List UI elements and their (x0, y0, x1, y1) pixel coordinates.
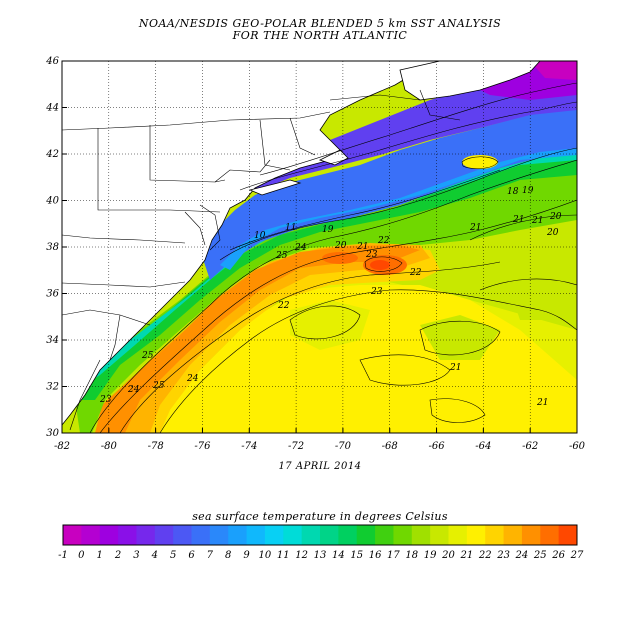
contour-label: 25 (275, 251, 288, 261)
sst-band-teal (80, 150, 577, 400)
contour-label: 22 (377, 236, 390, 246)
contour-label: 24 (294, 243, 307, 253)
contour-label: 21 (449, 363, 461, 373)
lon-tick-label: -62 (522, 441, 538, 452)
lon-tick-label: -82 (54, 441, 70, 452)
lon-tick-label: -72 (288, 441, 304, 452)
isotherm-contours (89, 82, 577, 433)
contour-label: 22 (277, 301, 290, 311)
contour-label: 21 (512, 215, 524, 225)
contour-label: 25 (141, 351, 154, 361)
contour-label: 11 (285, 223, 296, 233)
land-nova-scotia (399, 61, 541, 101)
warm-core-ring-north (462, 155, 498, 169)
lon-tick-label: -66 (428, 441, 445, 452)
lon-tick-label: -80 (101, 441, 118, 452)
lat-tick-label: 42 (45, 149, 59, 160)
sst-band-green-patch-1 (290, 300, 370, 350)
map-plot-area: 23 24 25 21 18 19 21 20 20 21 21 22 23 2… (62, 61, 577, 433)
title-line-2: FOR THE NORTH ATLANTIC (232, 29, 408, 42)
sst-band-blue (200, 108, 577, 280)
contour-label: 21 (531, 216, 543, 226)
lat-tick-label: 32 (46, 382, 59, 393)
contour-label: 10 (254, 231, 266, 241)
lat-tick-label: 44 (45, 103, 59, 114)
lat-tick-label: 34 (46, 335, 59, 346)
contour-labels: 23 24 25 21 18 19 21 20 20 21 21 22 23 2… (99, 186, 562, 408)
lat-tick-label: 30 (46, 428, 59, 439)
lon-tick-label: -68 (382, 441, 398, 452)
lon-tick-label: -76 (194, 441, 211, 452)
lat-tick-label: 36 (46, 289, 59, 300)
colorbar-title: sea surface temperature in degrees Celsi… (192, 510, 448, 523)
warm-eddy-core (370, 260, 390, 270)
sst-band-green-patch-2 (420, 315, 500, 360)
contour-label: 20 (546, 228, 559, 238)
contour-label: 23 (370, 287, 383, 297)
contour-label: 21 (356, 242, 368, 252)
warm-eddy-2 (322, 252, 358, 264)
axis-ticks (61, 60, 578, 434)
sst-band-orange-dark (95, 245, 420, 433)
latitude-labels: 30 32 34 36 38 40 42 44 46 (45, 56, 59, 439)
lon-tick-label: -78 (148, 441, 164, 452)
contour-label: 21 (536, 398, 548, 408)
sst-band-green-patch-3 (500, 250, 577, 320)
contour-label: 22 (409, 268, 422, 278)
lat-tick-label: 46 (45, 56, 59, 67)
lon-tick-label: -70 (335, 441, 352, 452)
lon-tick-label: -60 (569, 441, 586, 452)
contour-label: 20 (334, 241, 347, 251)
land-north-america (62, 61, 441, 426)
contour-label: 23 (99, 395, 112, 405)
political-borders (62, 89, 461, 431)
contour-label: 18 (507, 187, 519, 197)
contour-label: 21 (469, 223, 481, 233)
longitude-labels: -82 -80 -78 -76 -74 -72 -70 -68 -66 -64 -62 -60 (54, 441, 586, 452)
sst-band-magenta (530, 61, 577, 80)
contour-label: 20 (549, 212, 562, 222)
contour-label: 19 (322, 225, 334, 235)
analysis-date: 17 APRIL 2014 (278, 461, 362, 472)
graticule (62, 61, 577, 433)
land-long-island (248, 179, 302, 196)
sst-band-green-north (75, 148, 577, 433)
lat-tick-label: 40 (45, 196, 59, 207)
contour-label: 23 (365, 250, 378, 260)
title-line-1: NOAA/NESDIS GEO-POLAR BLENDED 5 km SST A… (138, 17, 502, 30)
contour-label: 24 (127, 385, 140, 395)
contour-label: 25 (152, 381, 165, 391)
lon-tick-label: -64 (475, 441, 491, 452)
contour-label: 24 (186, 374, 199, 384)
contour-label: 19 (522, 186, 534, 196)
lat-tick-label: 38 (46, 242, 59, 253)
lon-tick-label: -74 (241, 441, 257, 452)
